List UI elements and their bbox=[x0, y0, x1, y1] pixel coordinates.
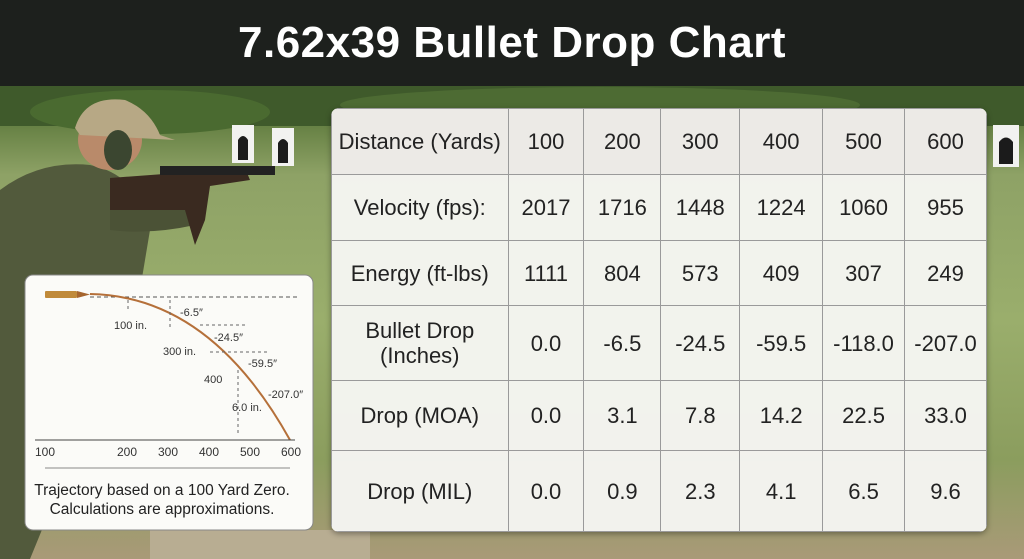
table-row: Distance (Yards) 100 200 300 400 500 600 bbox=[331, 108, 987, 175]
table-row: Drop (MOA) 0.0 3.1 7.8 14.2 22.5 33.0 bbox=[331, 380, 987, 451]
table-cell: -24.5 bbox=[660, 305, 741, 381]
table-cell: 249 bbox=[904, 240, 987, 306]
table-cell: 0.9 bbox=[583, 450, 662, 532]
table-cell: 0.0 bbox=[507, 380, 585, 451]
ear-protection bbox=[104, 130, 132, 170]
column-header: 300 bbox=[660, 108, 741, 175]
table-cell: -59.5 bbox=[739, 305, 824, 381]
cap bbox=[75, 99, 175, 140]
table-cell: 14.2 bbox=[739, 380, 824, 451]
row-label: Velocity (fps): bbox=[331, 174, 509, 241]
table-cell: 4.1 bbox=[739, 450, 824, 532]
table-cell: 1060 bbox=[822, 174, 905, 241]
table-cell: 1716 bbox=[583, 174, 662, 241]
table-cell: 9.6 bbox=[904, 450, 987, 532]
table-cell: 0.0 bbox=[507, 450, 585, 532]
table-cell: 409 bbox=[739, 240, 824, 306]
table-cell: 955 bbox=[904, 174, 987, 241]
target-silhouette bbox=[238, 136, 248, 160]
bench bbox=[150, 530, 370, 559]
table-cell: 7.8 bbox=[660, 380, 741, 451]
table-cell: -118.0 bbox=[822, 305, 905, 381]
table-cell: 573 bbox=[660, 240, 741, 306]
title: 7.62x39 Bullet Drop Chart bbox=[0, 0, 1024, 86]
column-header: 400 bbox=[739, 108, 824, 175]
table-row: Drop (MIL) 0.0 0.9 2.3 4.1 6.5 9.6 bbox=[331, 450, 987, 532]
row-label: Energy (ft-lbs) bbox=[331, 240, 509, 306]
table-cell: 2017 bbox=[507, 174, 585, 241]
table-cell: 3.1 bbox=[583, 380, 662, 451]
shooter bbox=[0, 99, 275, 559]
table-row: Energy (ft-lbs) 1111 804 573 409 307 249 bbox=[331, 240, 987, 306]
table-cell: 6.5 bbox=[822, 450, 905, 532]
table-cell: 1111 bbox=[507, 240, 585, 306]
table-cell: 0.0 bbox=[507, 305, 585, 381]
table-row: Bullet Drop (Inches) 0.0 -6.5 -24.5 -59.5 -11… bbox=[331, 305, 987, 381]
row-label: Distance (Yards) bbox=[331, 108, 509, 175]
table-cell: 33.0 bbox=[904, 380, 987, 451]
table-cell: 22.5 bbox=[822, 380, 905, 451]
target-silhouette bbox=[278, 139, 288, 163]
table-cell: -207.0 bbox=[904, 305, 987, 381]
column-header: 500 bbox=[822, 108, 905, 175]
table-cell: 804 bbox=[583, 240, 662, 306]
table-cell: 2.3 bbox=[660, 450, 741, 532]
row-label: Drop (MIL) bbox=[331, 450, 509, 532]
table-row: Velocity (fps): 2017 1716 1448 1224 1060 955 bbox=[331, 174, 987, 241]
rifle-barrel bbox=[160, 166, 275, 175]
table-cell: 307 bbox=[822, 240, 905, 306]
column-header: 100 bbox=[507, 108, 585, 175]
table-cell: 1448 bbox=[660, 174, 741, 241]
ballistics-table: Distance (Yards) 100 200 300 400 500 600 Veloci… bbox=[331, 108, 987, 532]
row-label: Bullet Drop (Inches) bbox=[331, 305, 509, 381]
table-body: Distance (Yards) 100 200 300 400 500 600 Veloci… bbox=[331, 108, 987, 532]
rifle bbox=[110, 168, 250, 245]
row-label: Drop (MOA) bbox=[331, 380, 509, 451]
table-cell: 1224 bbox=[739, 174, 824, 241]
column-header: 600 bbox=[904, 108, 987, 175]
target-silhouette bbox=[999, 137, 1013, 164]
table-cell: -6.5 bbox=[583, 305, 662, 381]
column-header: 200 bbox=[583, 108, 662, 175]
